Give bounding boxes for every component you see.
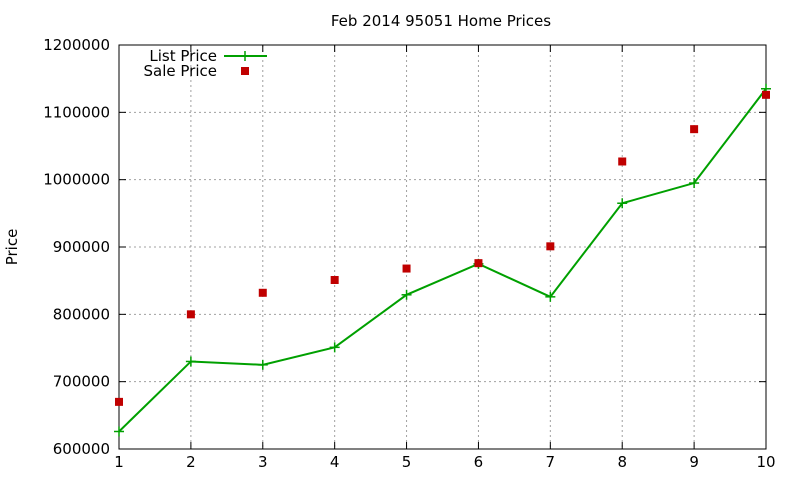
series: [114, 83, 771, 437]
data-point-sale-price: [330, 275, 339, 284]
y-tick-label: 1100000: [43, 103, 110, 121]
grid: [119, 45, 766, 449]
data-point-list-price: [617, 198, 628, 209]
data-point-sale-price: [186, 310, 195, 319]
y-tick-label: 900000: [53, 238, 110, 256]
data-point-list-price: [689, 178, 700, 189]
data-point-list-price: [257, 359, 268, 370]
data-point-sale-price: [115, 397, 123, 406]
data-point-list-price: [329, 342, 340, 353]
data-point-sale-price: [402, 264, 411, 273]
x-tick-label: 5: [402, 453, 412, 471]
x-tick-label: 1: [114, 453, 124, 471]
y-tick-label: 1200000: [43, 36, 110, 54]
x-tick-label: 7: [546, 453, 556, 471]
axes: 6000007000008000009000001000000110000012…: [43, 36, 775, 471]
x-tick-label: 9: [689, 453, 699, 471]
x-tick-label: 8: [617, 453, 627, 471]
data-point-list-price: [401, 289, 412, 300]
chart-title: Feb 2014 95051 Home Prices: [331, 12, 551, 30]
x-tick-label: 4: [330, 453, 340, 471]
x-tick-label: 10: [756, 453, 775, 471]
legend-marker-sale-price: [241, 67, 249, 75]
data-point-sale-price: [690, 125, 699, 134]
data-point-sale-price: [546, 242, 555, 251]
data-point-sale-price: [762, 90, 770, 99]
data-point-list-price: [114, 426, 124, 437]
legend-label-list-price: List Price: [149, 47, 217, 65]
legend-marker-list-price: [240, 51, 250, 61]
x-tick-label: 3: [258, 453, 268, 471]
data-point-list-price: [545, 291, 556, 302]
data-point-sale-price: [258, 288, 267, 297]
series-line-list-price: [118, 88, 767, 433]
x-tick-label: 2: [186, 453, 196, 471]
data-point-list-price: [185, 356, 196, 367]
y-tick-label: 800000: [53, 305, 110, 323]
y-tick-label: 700000: [53, 373, 110, 391]
x-tick-label: 6: [474, 453, 484, 471]
y-tick-label: 600000: [53, 440, 110, 458]
y-axis-label: Price: [3, 229, 21, 266]
data-point-sale-price: [618, 157, 627, 166]
legend-label-sale-price: Sale Price: [144, 62, 217, 80]
data-point-sale-price: [474, 259, 483, 268]
legend: List Price Sale Price: [144, 47, 267, 80]
y-tick-label: 1000000: [43, 171, 110, 189]
